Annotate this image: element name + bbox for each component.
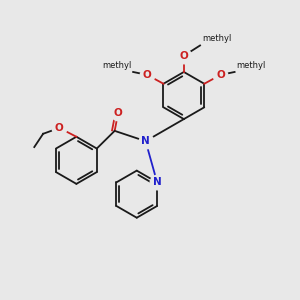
Text: N: N [141,136,150,146]
Text: O: O [55,123,64,133]
Text: O: O [216,70,225,80]
Text: O: O [179,51,188,61]
Text: methyl: methyl [202,34,232,43]
Text: methyl: methyl [236,61,266,70]
Text: O: O [143,70,152,80]
Text: O: O [114,108,123,118]
Text: methyl: methyl [102,61,132,70]
Text: N: N [153,177,161,188]
